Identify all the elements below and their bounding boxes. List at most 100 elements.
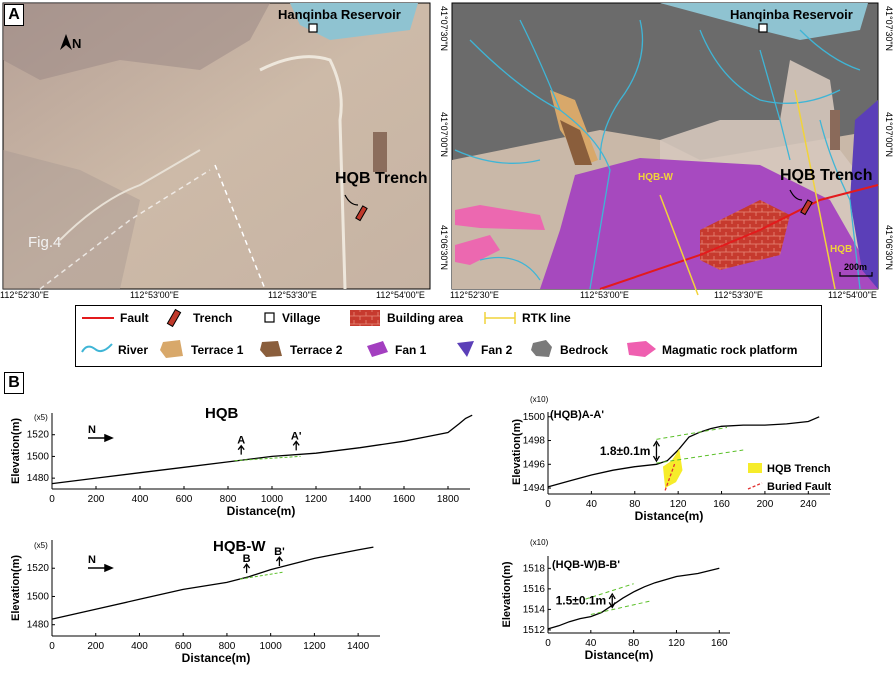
y-tick-label-0: 1480: [27, 473, 50, 484]
panel-b-label-box: B: [4, 372, 24, 394]
profile-line-0: [51, 414, 473, 485]
rtk-line-hqb: [794, 89, 836, 290]
x-tick-label-3: 0: [545, 638, 551, 649]
offset-arrow-bb: [608, 592, 616, 609]
lower-surface-fit: [656, 449, 744, 464]
y-tick-label-3: 1512: [523, 625, 546, 636]
legend-terrace2-label: Terrace 2: [290, 343, 343, 357]
trench-label-left: HQB Trench: [335, 170, 428, 187]
x-tick-label-3: 160: [711, 638, 728, 649]
chart-title-2: (HQB)A-A': [550, 409, 604, 421]
satellite-map-left: [2, 2, 431, 290]
offset-arrow-aa: [652, 440, 661, 463]
y-tick-label-2: 1500: [523, 412, 546, 423]
x-tick-label-1: 1400: [347, 641, 370, 652]
building-area: [700, 200, 790, 270]
legend-fan2-label: Fan 2: [481, 343, 513, 357]
lon-tick-r2: 112°53'00"E: [580, 290, 629, 300]
x-tick-label-0: 1200: [305, 494, 328, 505]
y-tick-label-3: 1516: [523, 584, 546, 595]
y-tick-label-3: 1514: [523, 604, 546, 615]
scale-label: 200m: [844, 262, 868, 272]
x-tick-label-3: 80: [628, 638, 640, 649]
profile-line-2: [547, 416, 820, 488]
y-tick-label-2: 1496: [523, 459, 546, 470]
x-tick-label-0: 600: [176, 494, 193, 505]
legend-trench-swatch: [748, 463, 762, 473]
village-marker-left: [308, 23, 318, 33]
legend-box: [75, 305, 822, 367]
lon-tick-r4: 112°54'00"E: [828, 290, 877, 300]
lat-tick-2: 41°07'00"N: [439, 112, 449, 157]
x-tick-label-1: 600: [175, 641, 192, 652]
lower-surface-fit-bb: [590, 600, 650, 616]
north-label-0: N: [88, 424, 96, 436]
upper-surface-fit-bb: [585, 583, 634, 600]
lon-tick-2: 112°53'00"E: [130, 290, 179, 300]
scarp-segment-0: [234, 455, 301, 462]
lon-tick-1: 112°52'30"E: [0, 290, 49, 300]
chart-title-3: (HQB-W)B-B': [552, 559, 620, 571]
rtk-label-hqb: HQB: [830, 244, 853, 255]
x-axis-title-2: Distance(m): [635, 509, 704, 523]
offset-label-aa: 1.8±0.1m: [600, 444, 651, 458]
y-tick-label-2: 1498: [523, 436, 546, 447]
trench-label-right: HQB Trench: [780, 167, 873, 184]
y-tick-label-0: 1520: [27, 430, 50, 441]
x-tick-label-2: 40: [586, 499, 598, 510]
village-marker-right: [758, 23, 768, 33]
north-label: N: [72, 36, 82, 51]
exag-label-0: (x5): [34, 413, 48, 422]
scale-bar: [839, 272, 873, 277]
legend-trench-text: HQB Trench: [767, 463, 831, 475]
x-tick-label-3: 120: [668, 638, 685, 649]
marker-arrow-a-1: [243, 563, 251, 574]
trench-fill-area: [662, 448, 683, 489]
lat-tick-r1: 41°07'30"N: [884, 6, 893, 51]
y-axis-title-aa: Elevation(m): [511, 419, 523, 485]
fan2-area: [850, 100, 878, 289]
marker-arrow-b-1: [275, 555, 283, 567]
x-tick-label-1: 400: [131, 641, 148, 652]
x-tick-label-0: 1000: [261, 494, 284, 505]
y-tick-label-0: 1500: [27, 451, 50, 462]
chart-title-1: HQB-W: [213, 538, 266, 555]
trench-marker-left: [355, 205, 368, 222]
panel-a-label-box: A: [4, 4, 24, 26]
x-tick-label-1: 800: [219, 641, 236, 652]
reservoir-label-right: Hanqinba Reservoir: [730, 7, 853, 22]
marker-label-b-1: B': [274, 546, 285, 558]
x-axis-title-3: Distance(m): [585, 648, 654, 662]
upper-surface-fit: [656, 426, 728, 440]
x-tick-label-0: 1400: [349, 494, 372, 505]
fan1-area: [540, 158, 878, 289]
rtk-line-hqbw: [659, 194, 699, 296]
legend-terrace1-label: Terrace 1: [191, 343, 244, 357]
y-tick-label-2: 1494: [523, 483, 546, 494]
x-tick-label-1: 200: [87, 641, 104, 652]
direction-arrow-icon-1: [88, 563, 114, 573]
legend-fault-label: Fault: [120, 311, 149, 325]
legend-building-label: Building area: [387, 311, 464, 325]
x-tick-label-2: 80: [629, 499, 641, 510]
exag-label-3: (x10): [530, 538, 549, 547]
north-arrow-icon: [60, 34, 72, 50]
x-axis-title-0: Distance(m): [227, 504, 296, 518]
y-axis-title-3: Elevation(m): [501, 561, 513, 627]
x-tick-label-0: 0: [49, 494, 55, 505]
y-tick-label-1: 1520: [27, 563, 50, 574]
lon-tick-r1: 112°52'30"E: [450, 290, 499, 300]
lat-tick-r2: 41°07'00"N: [884, 112, 893, 157]
legend-trench-label: Trench: [193, 311, 233, 325]
reservoir-water-left: [290, 3, 418, 40]
magmatic-area: [455, 205, 545, 230]
x-tick-label-0: 1600: [393, 494, 416, 505]
profile-line-1: [51, 546, 374, 620]
profile-line-3: [547, 567, 720, 630]
x-tick-label-2: 160: [713, 499, 730, 510]
x-tick-label-3: 40: [585, 638, 597, 649]
legend-magmatic-label: Magmatic rock platform: [662, 343, 798, 357]
river-network: [454, 19, 861, 290]
x-tick-label-0: 200: [88, 494, 105, 505]
